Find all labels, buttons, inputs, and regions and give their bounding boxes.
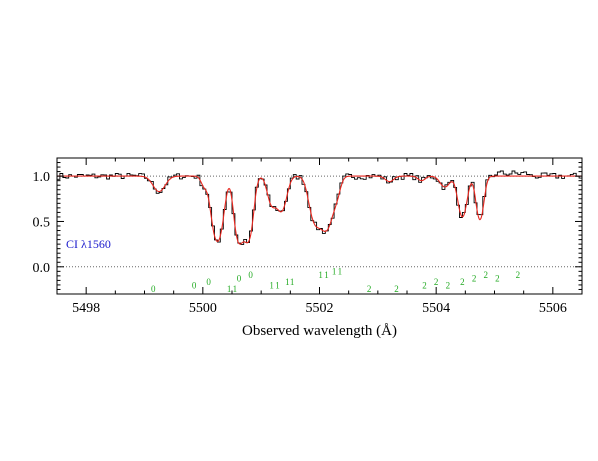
component-marker: 1 — [290, 277, 295, 287]
y-ticks-group: 0.0 0.5 1.0 — [33, 157, 582, 290]
component-marker: 2 — [460, 277, 465, 287]
component-marker: 1 — [275, 281, 280, 291]
component-marker: 2 — [495, 274, 500, 284]
component-marker: 2 — [394, 284, 399, 294]
x-axis-label: Observed wavelength (Å) — [242, 323, 397, 339]
x-tick-label: 5498 — [72, 301, 100, 316]
component-marker: 0 — [192, 281, 197, 291]
component-marker: 1 — [269, 281, 274, 291]
reference-lines-group — [57, 175, 582, 268]
x-tick-label: 5502 — [306, 301, 334, 316]
y-tick-label: 0.0 — [33, 261, 51, 276]
component-marker: 2 — [434, 277, 439, 287]
component-markers-group: 0 0 01 10 01 1 1 11 1 1 12 2 2 2 2 2 2 2 2 2 — [151, 267, 520, 295]
line-annotation: CI λ1560 — [66, 237, 111, 251]
component-marker: 2 — [516, 270, 521, 280]
component-marker: 0 — [151, 284, 156, 294]
component-marker: 0 — [237, 274, 242, 284]
model-fit-line — [57, 175, 582, 245]
component-marker: 1 — [227, 284, 232, 294]
component-marker: 0 — [248, 270, 253, 280]
component-marker: 1 — [338, 267, 343, 277]
component-marker: 1 — [318, 270, 323, 280]
component-marker: 2 — [484, 270, 489, 280]
component-marker: 1 — [233, 284, 238, 294]
x-ticks-group: 5498 5500 5502 5504 5506 — [56, 158, 583, 316]
component-marker: 2 — [446, 281, 451, 291]
component-marker: 1 — [332, 267, 337, 277]
component-marker: 2 — [367, 284, 372, 294]
y-tick-label: 1.0 — [33, 170, 51, 185]
x-tick-label: 5504 — [422, 301, 450, 316]
component-marker: 2 — [472, 274, 477, 284]
x-tick-label: 5506 — [539, 301, 567, 316]
y-tick-label: 0.5 — [33, 215, 51, 230]
data-histogram — [57, 170, 582, 245]
component-marker: 1 — [324, 270, 329, 280]
data-histogram-group — [57, 170, 582, 245]
component-marker: 2 — [422, 281, 427, 291]
model-fit-group — [57, 175, 582, 245]
component-marker: 0 — [206, 277, 211, 287]
component-marker: 1 — [285, 277, 290, 287]
x-tick-label: 5500 — [189, 301, 217, 316]
